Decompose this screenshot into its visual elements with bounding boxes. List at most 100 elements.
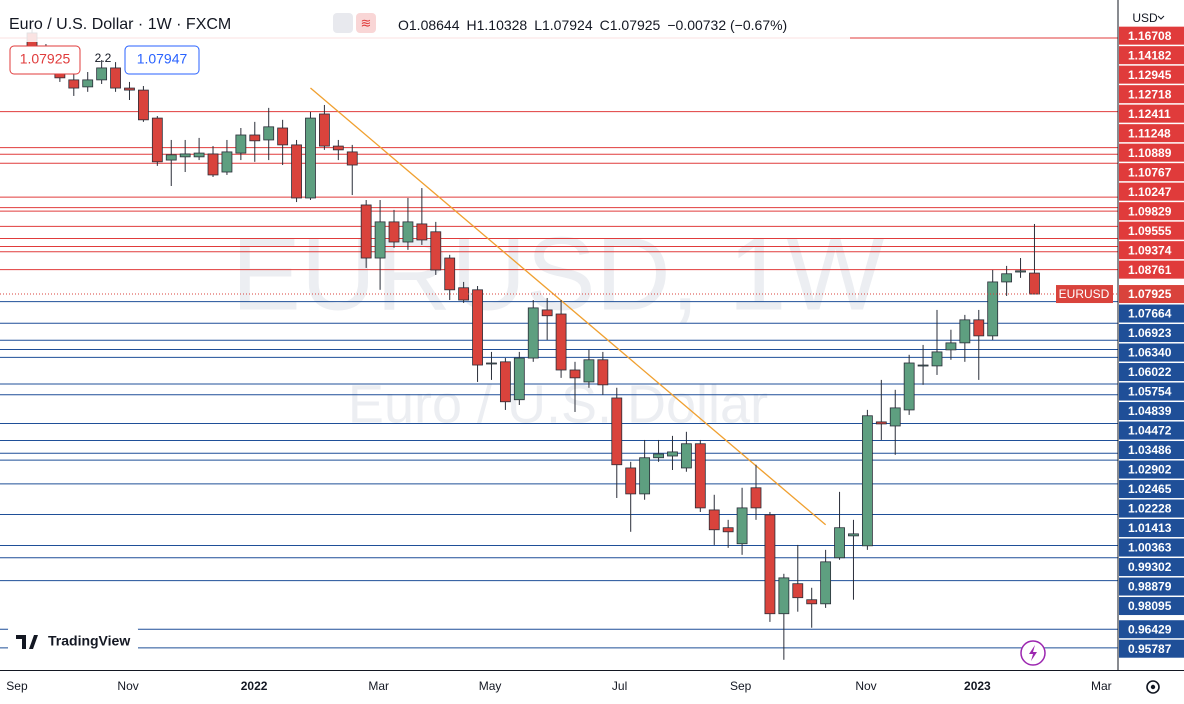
ohlc-value: O1.08644 (398, 17, 460, 33)
candle-body (124, 87, 135, 91)
candle-body (569, 369, 581, 379)
indicator-button[interactable] (356, 13, 376, 33)
buy-button[interactable] (124, 45, 200, 75)
x-tick-label: Sep (730, 679, 752, 693)
price-label-background (1119, 480, 1184, 499)
candle-body (346, 151, 358, 166)
price-label-background (1119, 202, 1184, 221)
candle-body (360, 204, 372, 259)
price-label: 1.14182 (1128, 48, 1172, 62)
candle-body (736, 507, 748, 545)
x-tick-label: Sep (6, 679, 28, 693)
candle-body (597, 359, 609, 386)
x-tick-label: Mar (368, 679, 389, 693)
price-label: 1.12718 (1128, 87, 1172, 101)
price-label: 1.12411 (1128, 107, 1171, 121)
price-label: 1.09374 (1128, 243, 1172, 257)
candle-body (277, 127, 289, 146)
symbol-title[interactable]: Euro / U.S. Dollar · 1W · FXCM (9, 16, 231, 33)
x-tick-label: May (479, 679, 502, 693)
candle-body (778, 577, 790, 615)
price-label-background (1119, 382, 1184, 401)
candle-body (221, 151, 233, 173)
candle-body (625, 467, 637, 495)
candle-body (903, 362, 915, 411)
candle-body (973, 319, 985, 337)
price-label-background (1119, 46, 1184, 65)
levels (0, 37, 1118, 649)
price-label-background (1119, 499, 1184, 518)
currency-selector[interactable]: USD (1132, 11, 1158, 25)
logo-text: TradingView (48, 633, 130, 649)
candle-body (653, 453, 664, 459)
currency-caret (1157, 15, 1165, 20)
ohlc-value: H1.10328 (467, 17, 528, 33)
price-label-background (1119, 26, 1184, 45)
candle-body (820, 561, 832, 605)
candle-body (499, 361, 511, 403)
x-tick-label: Jul (612, 679, 627, 693)
x-tick-label: Nov (855, 679, 876, 693)
price-label-background (1119, 402, 1184, 421)
candle-body (917, 364, 929, 367)
candle-body (96, 67, 108, 81)
price-label-background (1119, 104, 1184, 123)
logo-box[interactable] (8, 624, 138, 660)
candle-body (945, 342, 957, 351)
candle-body (165, 154, 177, 161)
ohlc-value: L1.07924 (534, 17, 593, 33)
x-tick-label: 2023 (964, 679, 991, 693)
last-price-background (1119, 285, 1184, 304)
candle-body (722, 527, 734, 533)
candle-body (332, 145, 344, 151)
candle-body (764, 514, 776, 615)
candle-body (402, 221, 414, 243)
plot: EURUSD (0, 27, 1118, 660)
price-label: 1.04839 (1128, 404, 1172, 418)
hide-button[interactable] (333, 13, 353, 33)
price-label-background (1119, 538, 1184, 557)
candle-body (959, 319, 971, 344)
candle-body (611, 397, 623, 466)
price-label: 1.12945 (1128, 68, 1172, 82)
candle-body (875, 421, 887, 425)
candle-body (68, 79, 80, 89)
settings-button[interactable] (1146, 680, 1160, 694)
candle-body (179, 153, 191, 158)
sell-price[interactable]: 1.07925 (20, 51, 71, 67)
candle-body (680, 443, 692, 469)
price-label: 1.09555 (1128, 224, 1172, 238)
price-label-background (1119, 558, 1184, 577)
candle-body (458, 287, 470, 301)
candle-body (639, 457, 651, 495)
price-label: 1.05754 (1128, 385, 1172, 399)
price-label: 1.02902 (1128, 463, 1172, 477)
sell-button[interactable] (9, 45, 81, 75)
price-label: 0.98095 (1128, 599, 1172, 613)
candle-body (151, 117, 163, 163)
buy-price[interactable]: 1.07947 (137, 51, 188, 67)
ohlc-legend: O1.08644 H1.10328 L1.07924 C1.07925 −0.00732… (398, 17, 787, 33)
price-label: 1.09829 (1128, 204, 1172, 218)
price-label: 1.08761 (1128, 263, 1172, 277)
price-label: 1.10247 (1128, 185, 1172, 199)
x-tick-label: Mar (1091, 679, 1112, 693)
candle-body (444, 257, 456, 291)
price-label: 1.07664 (1128, 307, 1172, 321)
time-axis: Sep Nov 2022 Mar May Jul Sep Nov 2023 Mar (6, 679, 1111, 693)
price-label: 0.98879 (1128, 580, 1172, 594)
price-label: 1.10889 (1128, 146, 1172, 160)
price-label-background (1119, 65, 1184, 84)
candle-body (667, 451, 678, 457)
candle-body (416, 223, 428, 241)
candle-body (1001, 273, 1013, 283)
price-label: 1.03486 (1128, 443, 1172, 457)
price-label-background (1119, 143, 1184, 162)
price-label: 1.06340 (1128, 346, 1172, 360)
candle-body (430, 231, 442, 271)
price-label: 1.02465 (1128, 482, 1172, 496)
price-label: 1.11248 (1128, 126, 1171, 140)
indicator-icon: ≋ (361, 15, 372, 30)
candle-body (861, 415, 873, 547)
